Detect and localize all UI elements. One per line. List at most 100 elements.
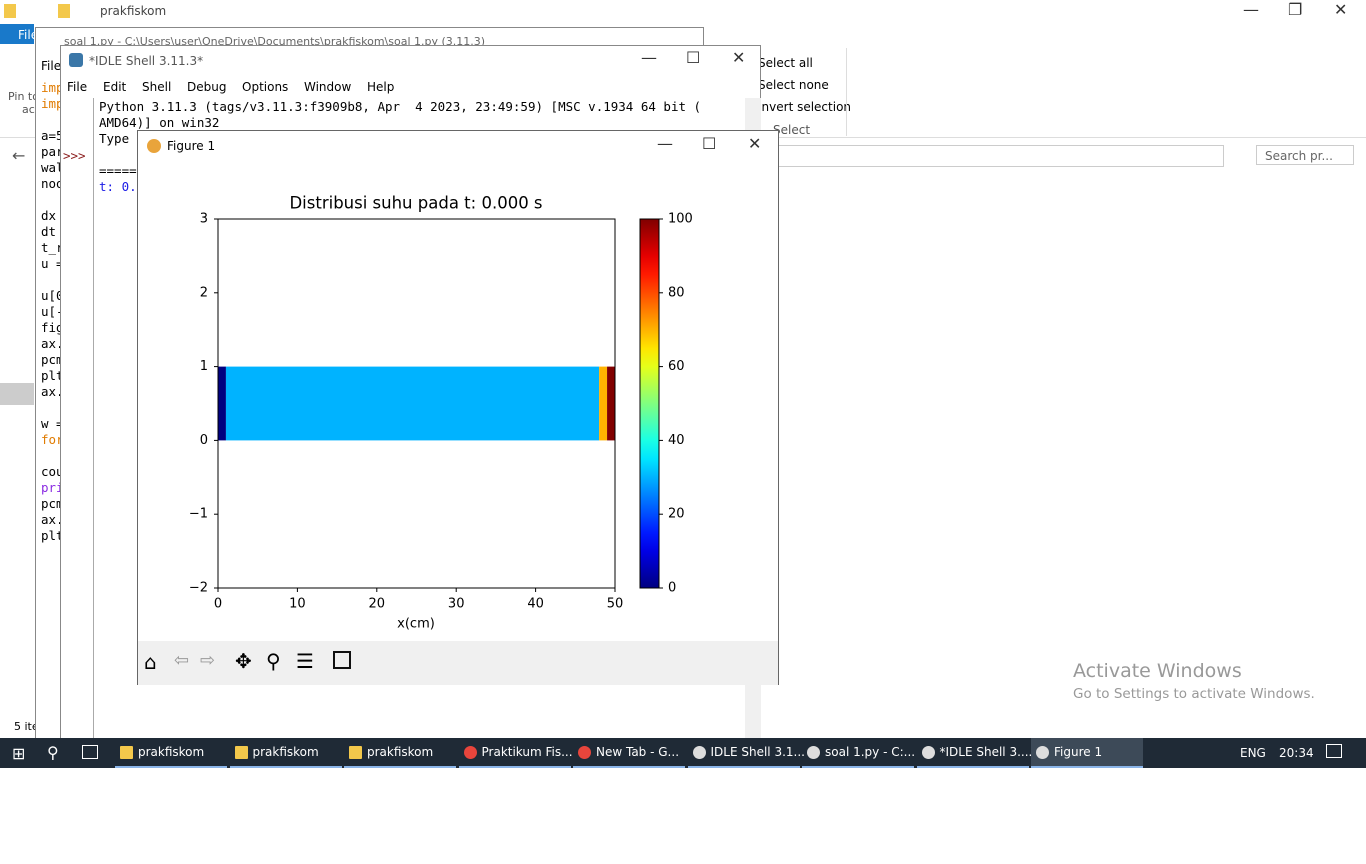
explorer-titlebar: prakfiskom — ❐ ✕ [0,0,1366,24]
menu-item[interactable]: Window [304,80,352,94]
maximize[interactable]: ☐ [686,48,701,67]
code-line: plt [41,528,64,543]
task-icon [921,746,935,759]
start[interactable]: ⊞ [12,744,26,763]
code-line: u[0 [41,288,64,303]
close[interactable]: ✕ [732,48,746,67]
task-button[interactable]: prakfiskom [115,738,227,768]
clock[interactable]: 20:34 [1279,746,1314,760]
task-icon [234,746,248,759]
task-button[interactable]: Figure 1 [1031,738,1143,768]
menu-item[interactable]: File [67,80,88,94]
pan-button[interactable]: ✥ [235,649,252,673]
divider [846,48,847,136]
task-label: Figure 1 [1054,745,1103,759]
figure-title: Figure 1 [167,139,216,153]
menu-item[interactable]: Debug [187,80,227,94]
code-line: fig [41,320,64,335]
search-box[interactable]: Search pr... [1256,145,1354,165]
ribbon-item[interactable]: Select none [758,78,829,92]
task-label: IDLE Shell 3.1... [710,745,805,759]
icon [4,4,16,18]
task-button[interactable]: IDLE Shell 3.1... [687,738,805,768]
minimize[interactable]: — [657,134,673,153]
code-line: a=5 [41,128,64,143]
code-line: t_r [41,240,64,255]
save-button[interactable] [333,651,351,669]
back[interactable]: ← [12,146,26,165]
menu-item[interactable]: Help [367,80,395,94]
idle-icon [69,53,83,67]
explorer-title: prakfiskom [100,4,167,18]
notifications[interactable] [1326,744,1342,758]
code-line: cou [41,464,64,479]
task-label: *IDLE Shell 3.... [939,745,1033,759]
task-label: Praktikum Fis... [481,745,573,759]
watermark-title: Activate Windows [1073,660,1242,682]
code-line: ax. [41,336,64,351]
task-icon [463,746,477,759]
code-line: par [41,144,64,159]
menu-item[interactable]: Options [242,80,289,94]
code-line: pri [41,480,64,495]
code-line: wal [41,160,64,175]
ribbon-item[interactable]: Select all [758,56,813,70]
restore[interactable]: ❐ [1288,0,1303,19]
maximize[interactable]: ☐ [702,134,717,153]
close[interactable]: ✕ [748,134,762,153]
prompt: >>> [63,148,86,163]
shell-line: AMD64)] on win32 [99,115,220,130]
task-view[interactable] [82,745,98,759]
forward-button[interactable]: ⇨ [200,650,216,671]
task-button[interactable]: soal 1.py - C:... [802,738,916,768]
task-label: New Tab - G... [596,745,680,759]
zoom-button[interactable]: ⚲ [266,649,281,673]
task-button[interactable]: prakfiskom [229,738,342,768]
code-line: ax. [41,512,64,527]
code-line: pcm [41,496,64,511]
menu-item[interactable]: Shell [142,80,172,94]
task-button[interactable]: New Tab - G... [573,738,685,768]
minimize[interactable]: — [641,48,657,67]
search[interactable]: ⚲ [47,743,59,762]
task-icon [692,746,706,759]
task-button[interactable]: Praktikum Fis... [458,738,573,768]
task-label: prakfiskom [138,745,205,759]
desktop: prakfiskom — ❐ ✕ File Pin to ac Select a… [0,0,1366,768]
task-icon [807,746,820,759]
address-bar[interactable] [778,145,1224,167]
shell-line: Python 3.11.3 (tags/v3.11.3:f3909b8, Apr… [99,99,702,114]
code-line: noo [41,176,64,191]
code-line: imp [41,80,64,95]
code-line: imp [41,96,64,111]
configure-button[interactable]: ☰ [296,649,314,673]
close[interactable]: ✕ [1334,0,1348,19]
ribbon-pin: ac [22,103,35,116]
code-line: plt [41,368,64,383]
toolbar: ⌂ ⇦ ⇨ ✥ ⚲ ☰ [138,641,778,685]
home-button[interactable]: ⌂ [144,650,157,674]
menu-item[interactable]: Edit [103,80,127,94]
code-line: u[- [41,304,64,319]
task-button[interactable]: prakfiskom [344,738,456,768]
task-icon [120,746,133,759]
nav-selection [0,383,34,405]
editor-menu[interactable]: File [41,59,62,73]
task-icon [349,746,362,759]
task-label: prakfiskom [252,745,319,759]
language[interactable]: ENG [1240,746,1266,760]
shell-title: *IDLE Shell 3.11.3* [89,54,204,68]
code-line: ax. [41,384,64,399]
task-label: prakfiskom [367,745,434,759]
task-icon [578,746,591,759]
editor-title: soal 1.py - C:\Users\user\OneDrive\Docum… [64,35,486,48]
task-button[interactable]: *IDLE Shell 3.... [916,738,1032,768]
back-button[interactable]: ⇦ [174,650,190,671]
ribbon-pin: Pin to [8,90,39,103]
minimize[interactable]: — [1243,0,1259,19]
figure-icon [147,139,161,153]
task-label: soal 1.py - C:... [825,745,916,759]
ribbon-item[interactable]: Invert selection [758,100,852,114]
file-tab[interactable]: File [0,24,38,44]
shell-line: Type [99,131,130,146]
